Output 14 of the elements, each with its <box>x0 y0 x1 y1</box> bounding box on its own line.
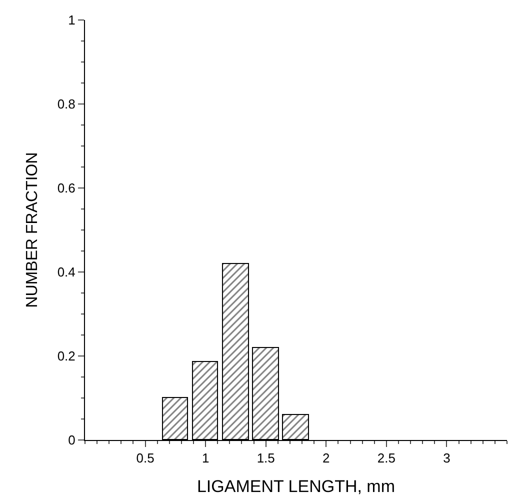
y-tick-label: 0.2 <box>57 348 76 364</box>
y-tick-label: 0.8 <box>57 96 76 112</box>
y-tick-label: 0 <box>68 432 76 448</box>
x-tick-label: 0.5 <box>136 450 154 466</box>
y-tick-label: 0.4 <box>57 264 76 280</box>
y-tick-label: 0.6 <box>57 180 76 196</box>
x-tick-label: 1.5 <box>256 450 275 466</box>
y-tick-label: 1 <box>68 12 76 28</box>
x-tick-label: 2.5 <box>377 450 396 466</box>
x-tick-label: 1 <box>202 450 210 466</box>
y-axis-title: NUMBER FRACTION <box>24 152 42 308</box>
x-tick-label: 2 <box>322 450 330 466</box>
x-tick-label: 3 <box>443 450 450 466</box>
x-axis-title: LIGAMENT LENGTH, mm <box>196 477 396 496</box>
